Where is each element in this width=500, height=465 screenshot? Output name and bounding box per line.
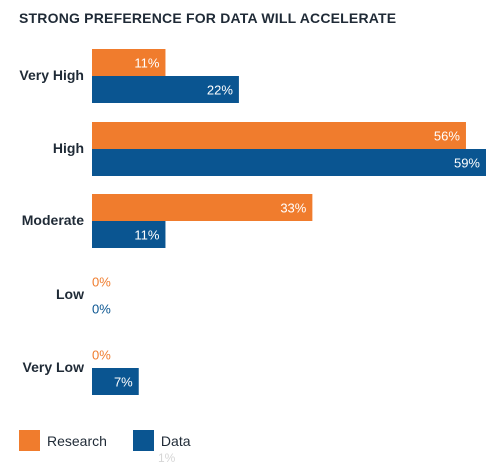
bar-data-very-high <box>92 76 239 103</box>
bar-research-very-high <box>92 49 166 76</box>
bar-data-high <box>92 149 486 176</box>
chart-title: STRONG PREFERENCE FOR DATA WILL ACCELERA… <box>19 10 397 26</box>
legend-item-research: Research <box>19 430 107 451</box>
value-label-data-low: 0% <box>92 302 111 317</box>
category-label-very-high: Very High <box>19 67 84 83</box>
value-label-research-very-low: 0% <box>92 348 111 363</box>
legend-label-research: Research <box>47 432 107 449</box>
value-label-research-high: 56% <box>434 129 460 144</box>
category-label-moderate: Moderate <box>22 212 84 228</box>
category-label-low: Low <box>56 286 84 302</box>
category-label-very-low: Very Low <box>23 359 85 375</box>
bar-research-high <box>92 122 466 149</box>
value-label-research-moderate: 33% <box>280 201 306 216</box>
category-label-high: High <box>53 140 84 156</box>
value-label-data-high: 59% <box>454 156 480 171</box>
bar-research-moderate <box>92 194 313 221</box>
footnote: 1% <box>158 451 176 465</box>
legend-swatch-data <box>132 430 154 451</box>
value-label-data-very-low: 7% <box>114 375 133 390</box>
value-label-research-very-high: 11% <box>134 56 159 71</box>
bar-data-very-low <box>92 368 139 395</box>
legend-label-data: Data <box>160 432 191 449</box>
legend: Research Data <box>19 430 217 451</box>
value-label-data-moderate: 11% <box>134 228 159 243</box>
legend-swatch-research <box>19 430 40 451</box>
bar-chart: Very High 11% 22% High 56% 59% Moderate 33% 11% L… <box>19 49 486 395</box>
legend-item-data: Data <box>132 430 191 451</box>
bar-data-moderate <box>92 221 166 248</box>
value-label-research-low: 0% <box>92 275 111 290</box>
value-label-data-very-high: 22% <box>207 83 233 98</box>
